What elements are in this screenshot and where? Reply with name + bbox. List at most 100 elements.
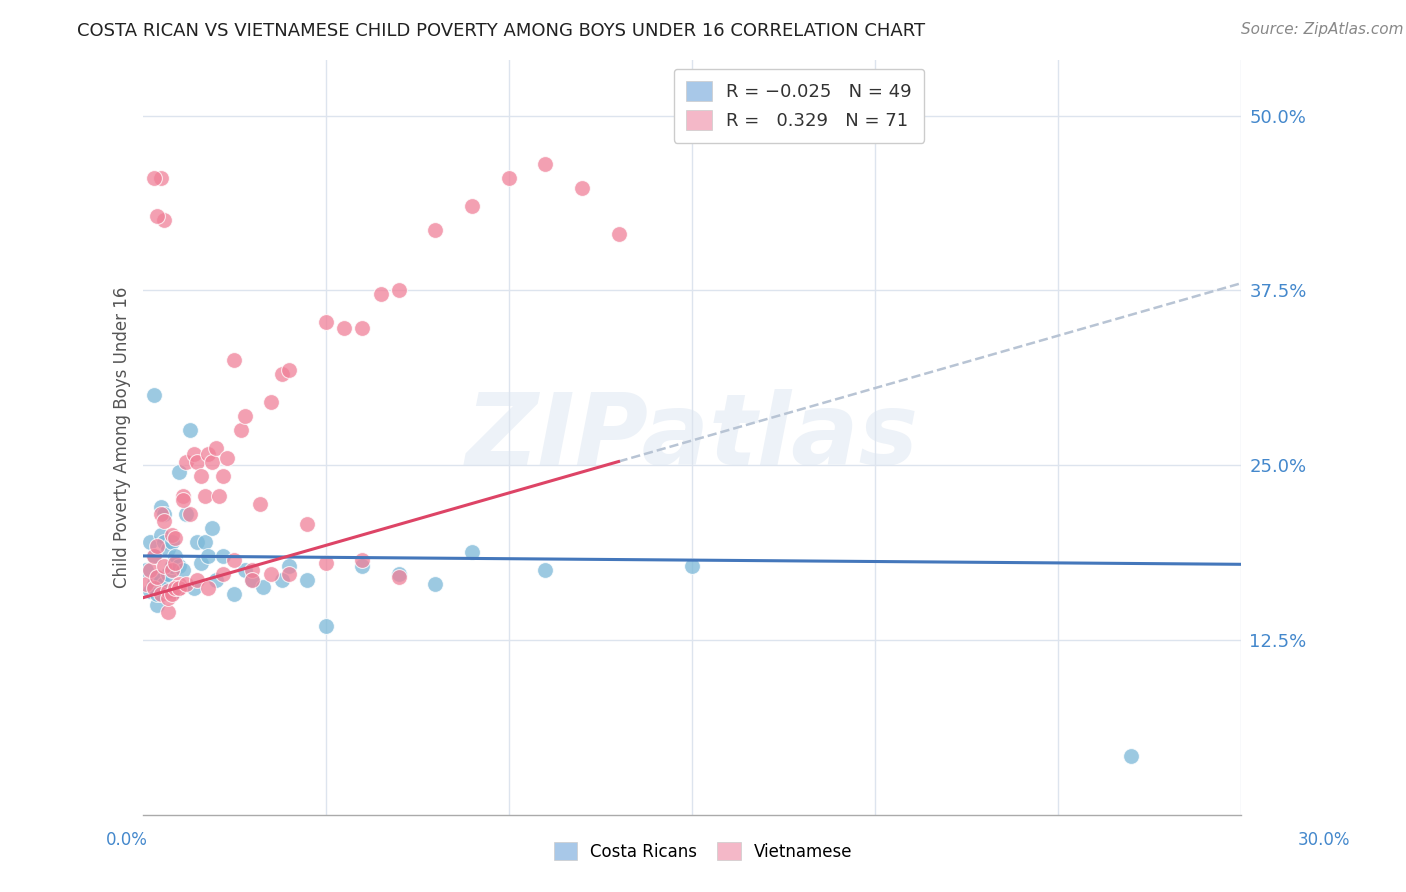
Point <box>215 451 238 466</box>
Point <box>146 209 169 223</box>
Text: Source: ZipAtlas.com: Source: ZipAtlas.com <box>1240 22 1403 37</box>
Point <box>153 514 176 528</box>
Point <box>157 591 180 605</box>
Point <box>160 587 183 601</box>
Point <box>278 558 301 573</box>
Point <box>240 573 263 587</box>
Point <box>142 549 165 563</box>
Point <box>222 553 245 567</box>
Point <box>167 558 190 573</box>
Point <box>197 581 219 595</box>
Point <box>146 570 169 584</box>
Point <box>176 455 198 469</box>
Point <box>231 423 253 437</box>
Point <box>149 507 172 521</box>
Point <box>388 283 411 297</box>
Point <box>1119 748 1142 763</box>
Point <box>165 556 187 570</box>
Point <box>388 567 411 582</box>
Point <box>208 489 231 503</box>
Point <box>167 465 190 479</box>
Point <box>172 563 194 577</box>
Point <box>149 528 172 542</box>
Point <box>278 363 301 377</box>
Point <box>167 577 190 591</box>
Point <box>183 447 205 461</box>
Point <box>146 570 169 584</box>
Point <box>179 507 201 521</box>
Point <box>190 469 212 483</box>
Point <box>176 577 198 591</box>
Point <box>240 563 263 577</box>
Point <box>425 577 447 591</box>
Y-axis label: Child Poverty Among Boys Under 16: Child Poverty Among Boys Under 16 <box>114 286 131 588</box>
Point <box>197 549 219 563</box>
Point <box>139 535 162 549</box>
Point <box>297 516 319 531</box>
Point <box>201 455 224 469</box>
Point <box>222 587 245 601</box>
Point <box>183 581 205 595</box>
Legend: R = −0.025   N = 49, R =   0.329   N = 71: R = −0.025 N = 49, R = 0.329 N = 71 <box>673 69 924 143</box>
Point <box>352 553 374 567</box>
Point <box>176 507 198 521</box>
Point <box>233 563 256 577</box>
Point <box>204 573 226 587</box>
Point <box>315 619 337 633</box>
Point <box>165 581 187 595</box>
Point <box>352 558 374 573</box>
Point <box>160 528 183 542</box>
Point <box>197 447 219 461</box>
Point <box>142 388 165 402</box>
Point <box>607 227 630 242</box>
Point <box>142 171 165 186</box>
Text: ZIPatlas: ZIPatlas <box>465 389 918 485</box>
Point <box>153 558 176 573</box>
Point <box>201 521 224 535</box>
Point <box>149 171 172 186</box>
Point <box>149 500 172 514</box>
Point <box>370 287 392 301</box>
Point <box>425 223 447 237</box>
Point <box>270 367 292 381</box>
Point <box>534 157 557 171</box>
Point <box>260 395 283 409</box>
Point <box>194 489 217 503</box>
Point <box>172 493 194 508</box>
Point <box>146 539 169 553</box>
Point <box>260 567 283 582</box>
Point <box>534 563 557 577</box>
Point <box>252 580 274 594</box>
Point <box>186 455 208 469</box>
Point <box>270 573 292 587</box>
Point <box>212 549 235 563</box>
Point <box>160 558 183 573</box>
Point <box>190 556 212 570</box>
Point <box>461 545 484 559</box>
Point <box>157 541 180 556</box>
Point <box>149 573 172 587</box>
Point <box>498 171 520 186</box>
Point <box>212 469 235 483</box>
Point <box>315 315 337 329</box>
Point <box>160 563 183 577</box>
Point <box>315 556 337 570</box>
Point <box>167 581 190 595</box>
Point <box>146 598 169 612</box>
Point <box>179 423 201 437</box>
Point <box>186 573 208 587</box>
Point <box>146 587 169 601</box>
Point <box>153 213 176 227</box>
Point <box>165 531 187 545</box>
Point <box>157 605 180 619</box>
Point <box>233 409 256 423</box>
Point <box>139 563 162 577</box>
Point <box>142 581 165 595</box>
Text: 0.0%: 0.0% <box>105 831 148 849</box>
Point <box>153 507 176 521</box>
Point <box>135 563 157 577</box>
Point <box>681 558 703 573</box>
Point <box>142 549 165 563</box>
Point <box>222 353 245 368</box>
Point <box>149 587 172 601</box>
